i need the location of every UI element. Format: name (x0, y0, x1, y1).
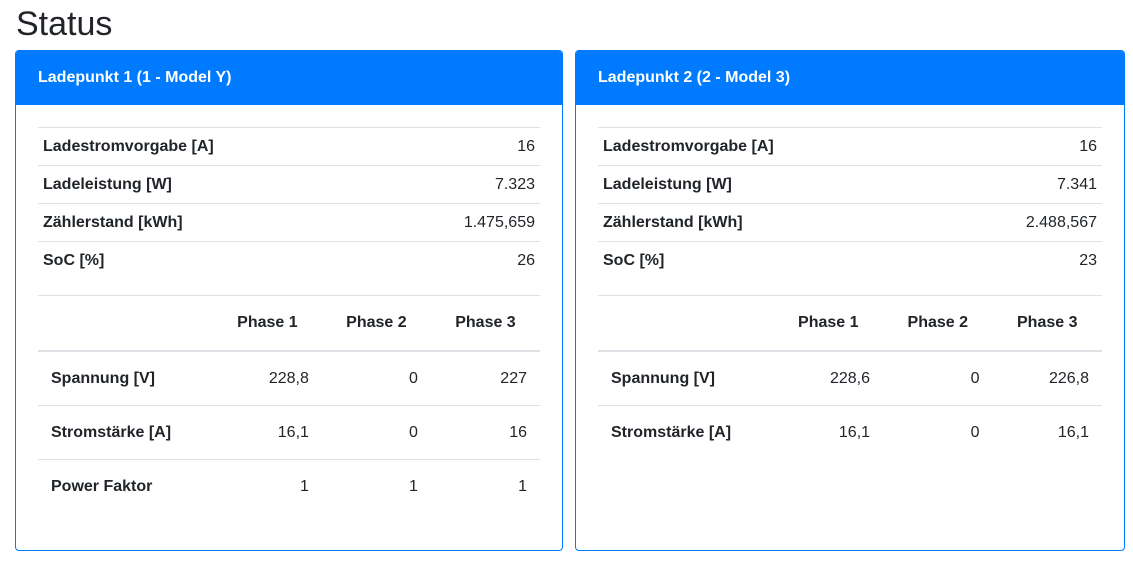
cell-value: 228,6 (829, 369, 871, 387)
table-row: SoC [%] 23 (598, 241, 1102, 279)
card-body: Ladestromvorgabe [A] 16 Ladeleistung [W]… (16, 105, 562, 513)
cell-value: 228,8 (268, 369, 309, 387)
phase-header-row: Phase 1 Phase 2 Phase 3 (38, 296, 540, 352)
row-value: 16 (945, 127, 1102, 166)
table-row: Spannung [V] 228,8 0 227 (38, 351, 540, 406)
table-row: SoC [%] 26 (38, 241, 540, 279)
table-row: Ladestromvorgabe [A] 16 (598, 127, 1102, 166)
table-row: Ladeleistung [W] 7.341 (598, 165, 1102, 204)
cell-value: 16,1 (992, 405, 1102, 459)
cell-value: 1 (430, 459, 540, 513)
cell-value: 16,1 (212, 405, 322, 460)
row-label: Zählerstand [kWh] (598, 203, 946, 242)
page-title: Status (16, 5, 113, 43)
divider (598, 279, 1102, 296)
cell-value: 1 (212, 459, 322, 513)
table-row: Ladeleistung [W] 7.323 (38, 165, 540, 204)
table-row: Stromstärke [A] 16,1 0 16,1 (598, 405, 1102, 459)
card-body: Ladestromvorgabe [A] 16 Ladeleistung [W]… (576, 105, 1124, 459)
row-label: Spannung [V] (51, 369, 155, 387)
row-label: Spannung [V] (611, 369, 715, 387)
row-value: 1.475,659 (384, 203, 540, 242)
row-value: 7.323 (384, 165, 540, 204)
phase-header: Phase 3 (992, 296, 1102, 352)
table-row: Stromstärke [A] 16,1 0 16 (38, 405, 540, 460)
row-label: Ladestromvorgabe [A] (38, 127, 385, 166)
row-label: SoC [%] (38, 241, 385, 279)
phase-table: Phase 1 Phase 2 Phase 3 Spannung [V] 228… (38, 296, 540, 513)
cell-value: 0 (321, 405, 431, 460)
row-label: Ladeleistung [W] (38, 165, 385, 204)
phase-header: Phase 1 (773, 296, 884, 352)
card-header: Ladepunkt 1 (1 - Model Y) (16, 51, 562, 105)
row-label: Power Faktor (38, 459, 213, 513)
cell-value: 16 (430, 405, 540, 460)
row-value: 16 (384, 127, 540, 166)
divider (38, 279, 540, 296)
cell-value: 0 (883, 405, 993, 459)
table-row: Spannung [V] 228,6 0 226,8 (598, 351, 1102, 406)
cell-value: 0 (409, 369, 418, 387)
row-label: Zählerstand [kWh] (38, 203, 385, 242)
cell-value: 1 (321, 459, 431, 513)
row-value: 2.488,567 (945, 203, 1102, 242)
row-label: Ladestromvorgabe [A] (598, 127, 946, 166)
row-label: Ladeleistung [W] (598, 165, 946, 204)
phase-header: Phase 1 (212, 296, 322, 352)
phase-header: Phase 2 (321, 296, 431, 352)
chargepoint-card-1: Ladepunkt 1 (1 - Model Y) Ladestromvorga… (15, 50, 563, 551)
phase-header: Phase 3 (430, 296, 540, 352)
row-value: 7.341 (945, 165, 1102, 204)
phase-header-empty (598, 296, 774, 352)
cell-value: 226,8 (1048, 369, 1089, 387)
card-header: Ladepunkt 2 (2 - Model 3) (576, 51, 1124, 105)
chargepoint-card-2: Ladepunkt 2 (2 - Model 3) Ladestromvorga… (575, 50, 1125, 551)
row-label: SoC [%] (598, 241, 946, 279)
status-table: Ladestromvorgabe [A] 16 Ladeleistung [W]… (598, 127, 1102, 279)
table-row: Zählerstand [kWh] 2.488,567 (598, 203, 1102, 242)
row-label: Stromstärke [A] (38, 405, 213, 460)
phase-header: Phase 2 (883, 296, 993, 352)
phase-header-empty (38, 296, 213, 352)
table-row: Ladestromvorgabe [A] 16 (38, 127, 540, 166)
cell-value: 0 (970, 369, 980, 387)
table-row: Zählerstand [kWh] 1.475,659 (38, 203, 540, 242)
cell-value: 16,1 (773, 405, 884, 459)
row-value: 26 (384, 241, 540, 279)
row-value: 23 (945, 241, 1102, 279)
phase-table: Phase 1 Phase 2 Phase 3 Spannung [V] 228… (598, 296, 1102, 459)
phase-header-row: Phase 1 Phase 2 Phase 3 (598, 296, 1102, 352)
cell-value: 227 (500, 369, 527, 387)
status-table: Ladestromvorgabe [A] 16 Ladeleistung [W]… (38, 127, 540, 279)
table-row: Power Faktor 1 1 1 (38, 459, 540, 513)
row-label: Stromstärke [A] (598, 405, 774, 459)
